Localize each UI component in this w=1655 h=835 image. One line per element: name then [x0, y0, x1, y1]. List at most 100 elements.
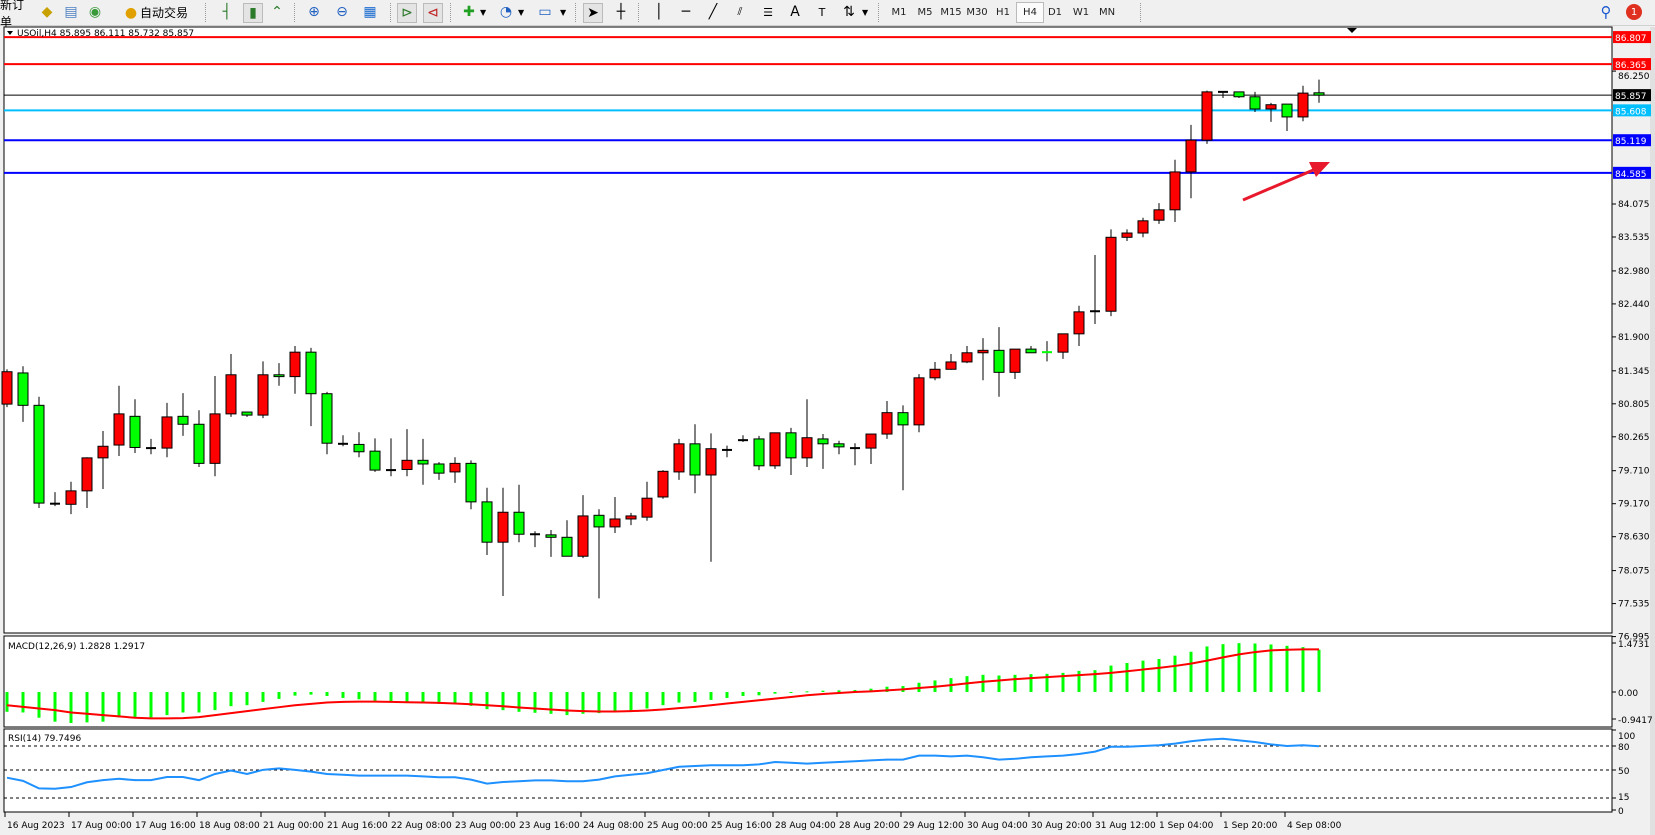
- arrows-dropdown[interactable]: ▼: [862, 8, 869, 17]
- candle: [65, 481, 77, 515]
- macd-histogram-bar: [421, 692, 425, 704]
- gold-bars-icon[interactable]: ◆: [41, 4, 53, 20]
- templates-icon[interactable]: ▭: [538, 4, 552, 20]
- chart-shift-marker-icon[interactable]: [1347, 28, 1357, 33]
- annotation-arrow-shaft[interactable]: [1242, 166, 1319, 202]
- chart-menu-triangle-icon[interactable]: [7, 31, 13, 35]
- candle: [993, 327, 1005, 397]
- arrows-icon[interactable]: ⇅: [843, 4, 855, 20]
- templates-dropdown[interactable]: ▼: [560, 8, 567, 17]
- right-scrollbar[interactable]: [1650, 27, 1655, 835]
- line-chart-icon[interactable]: ⌃: [271, 4, 283, 20]
- date-tick-label: 23 Aug 00:00: [455, 821, 516, 831]
- candle: [401, 429, 413, 477]
- candle-body: [1073, 311, 1085, 335]
- candle: [625, 512, 637, 526]
- text-icon[interactable]: A: [786, 3, 804, 21]
- candle-body: [81, 457, 93, 492]
- candle: [257, 361, 269, 419]
- signals-icon[interactable]: ◉: [88, 4, 102, 20]
- crosshair-icon[interactable]: ┼: [616, 4, 626, 20]
- macd-histogram-bar: [677, 692, 681, 703]
- vertical-line-icon[interactable]: │: [654, 4, 664, 20]
- tile-windows-icon[interactable]: ▦: [363, 4, 377, 20]
- macd-histogram-bar: [581, 692, 585, 714]
- timeframe-h4[interactable]: H4: [1016, 2, 1044, 23]
- candle-body: [1233, 91, 1245, 98]
- candle-body: [769, 432, 781, 467]
- candlestick-icon[interactable]: ▮: [243, 3, 263, 23]
- fibo-fan-icon[interactable]: ☰: [763, 5, 773, 19]
- macd-histogram-bar: [149, 692, 153, 718]
- timeframe-m5[interactable]: M5: [917, 7, 933, 18]
- candle: [513, 484, 525, 543]
- candle: [305, 347, 317, 427]
- zoom-in-icon[interactable]: ⊕: [308, 4, 320, 20]
- candle-body: [897, 412, 909, 426]
- candle: [769, 432, 781, 469]
- candle-body: [449, 462, 461, 473]
- candle: [353, 432, 365, 458]
- candle: [465, 460, 477, 510]
- cursor-icon[interactable]: ➤: [583, 3, 603, 23]
- market-watch-icon[interactable]: ▤: [64, 4, 78, 20]
- timeframe-h1[interactable]: H1: [996, 7, 1010, 18]
- candle: [705, 433, 717, 562]
- horizontal-line-icon[interactable]: ─: [681, 4, 691, 20]
- timeframe-w1[interactable]: W1: [1072, 7, 1090, 18]
- periods-dropdown[interactable]: ▼: [518, 8, 525, 17]
- macd-histogram-bar: [549, 692, 553, 714]
- candle: [881, 401, 893, 439]
- macd-histogram-bar: [1013, 674, 1017, 692]
- notification-badge[interactable]: 1: [1626, 4, 1642, 20]
- macd-histogram-bar: [69, 692, 73, 724]
- new-order-button[interactable]: 新订单: [0, 0, 34, 29]
- timeframe-m1[interactable]: M1: [891, 7, 907, 18]
- candle-body: [593, 514, 605, 528]
- candle: [225, 354, 237, 417]
- macd-pane[interactable]: [3, 635, 1613, 728]
- macd-histogram-bar: [309, 692, 313, 695]
- zoom-out-icon[interactable]: ⊖: [336, 4, 348, 20]
- candle-body: [753, 438, 765, 467]
- candle-body: [433, 463, 445, 474]
- macd-label: MACD(12,26,9) 1.2828 1.2917: [8, 642, 145, 652]
- chart-shift-icon[interactable]: ⊳: [397, 3, 417, 23]
- periods-icon[interactable]: ◔: [499, 4, 513, 20]
- macd-histogram-bar: [5, 692, 9, 712]
- auto-trading-button[interactable]: ● 自动交易: [112, 3, 198, 22]
- search-icon[interactable]: ⚲: [1600, 3, 1612, 21]
- candle-body: [225, 374, 237, 415]
- indicators-dropdown[interactable]: ▼: [480, 8, 487, 17]
- level-price-box: [1613, 89, 1651, 102]
- text-label-icon[interactable]: T: [818, 5, 826, 19]
- timeframe-m30[interactable]: M30: [966, 7, 988, 18]
- macd-histogram-bar: [1301, 647, 1305, 692]
- candle: [817, 434, 829, 469]
- candle: [913, 374, 925, 433]
- trendline-icon[interactable]: ╱: [708, 4, 718, 20]
- indicators-icon[interactable]: ✚: [463, 4, 475, 20]
- timeframe-mn[interactable]: MN: [1098, 7, 1116, 18]
- candle: [193, 410, 205, 468]
- candle-body: [625, 515, 637, 520]
- candle-body: [177, 415, 189, 425]
- candle-body: [1153, 209, 1165, 221]
- level-price-box: [1613, 166, 1651, 179]
- macd-histogram-bar: [85, 692, 89, 723]
- fibonacci-icon[interactable]: ⫽: [737, 5, 743, 18]
- macd-histogram-bar: [373, 692, 377, 701]
- annotation-arrowhead-icon[interactable]: [1309, 162, 1330, 177]
- candle-body: [833, 443, 845, 448]
- macd-histogram-bar: [1285, 645, 1289, 692]
- auto-scroll-icon[interactable]: ⊲: [423, 3, 443, 23]
- timeframe-m15[interactable]: M15: [940, 7, 962, 18]
- candle-body: [817, 438, 829, 445]
- candle: [289, 346, 301, 394]
- bar-chart-icon[interactable]: ┤: [222, 4, 232, 20]
- auto-trading-label: 自动交易: [139, 6, 188, 20]
- macd-histogram-bar: [837, 690, 841, 692]
- timeframe-d1[interactable]: D1: [1047, 7, 1063, 18]
- main-price-pane[interactable]: [3, 26, 1613, 634]
